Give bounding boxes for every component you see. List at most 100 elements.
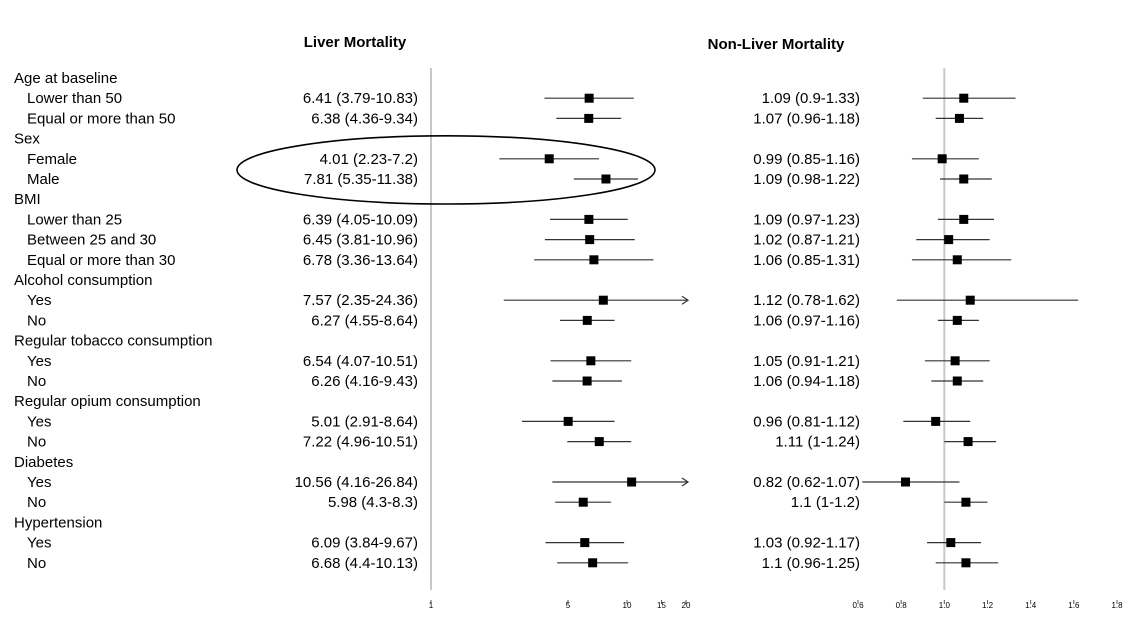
estimate-marker bbox=[952, 376, 962, 386]
liver-mortality-title: Liver Mortality bbox=[304, 34, 407, 51]
estimate-text: 1.06 (0.97-1.16) bbox=[753, 312, 860, 329]
estimate-text: 6.27 (4.55-8.64) bbox=[311, 312, 418, 329]
estimate-marker bbox=[959, 214, 969, 224]
estimate-marker bbox=[952, 315, 962, 325]
estimate-marker bbox=[582, 376, 592, 386]
group-label: Regular opium consumption bbox=[14, 393, 201, 410]
axis-tick-label: 1.2 bbox=[982, 601, 994, 610]
estimate-text: 0.82 (0.62-1.07) bbox=[753, 474, 860, 491]
row-label: Between 25 and 30 bbox=[27, 232, 156, 249]
estimate-marker bbox=[585, 235, 595, 245]
group-label: Hypertension bbox=[14, 514, 102, 531]
row-label: Female bbox=[27, 151, 77, 168]
estimate-marker bbox=[944, 235, 954, 245]
estimate-text: 10.56 (4.16-26.84) bbox=[295, 474, 418, 491]
row-label: No bbox=[27, 494, 46, 511]
estimate-marker bbox=[965, 295, 975, 305]
estimate-text: 1.05 (0.91-1.21) bbox=[753, 353, 860, 370]
estimate-text: 1.09 (0.97-1.23) bbox=[753, 211, 860, 228]
estimate-marker bbox=[586, 356, 596, 366]
estimate-marker bbox=[584, 93, 594, 103]
row-label: Lower than 50 bbox=[27, 90, 122, 107]
row-label: Male bbox=[27, 171, 60, 188]
estimate-text: 6.78 (3.36-13.64) bbox=[303, 252, 418, 269]
estimate-text: 1.09 (0.9-1.33) bbox=[762, 90, 860, 107]
estimate-text: 4.01 (2.23-7.2) bbox=[320, 151, 418, 168]
estimate-marker bbox=[598, 295, 608, 305]
estimate-marker bbox=[601, 174, 611, 184]
estimate-marker bbox=[959, 93, 969, 103]
estimate-text: 6.54 (4.07-10.51) bbox=[303, 353, 418, 370]
axis-tick-label: 0.8 bbox=[896, 601, 908, 610]
estimate-text: 0.96 (0.81-1.12) bbox=[753, 413, 860, 430]
ci-arrow bbox=[681, 477, 690, 487]
estimate-marker bbox=[963, 437, 973, 447]
estimate-text: 6.45 (3.81-10.96) bbox=[303, 232, 418, 249]
estimate-text: 0.99 (0.85-1.16) bbox=[753, 151, 860, 168]
axis-tick-label: 5 bbox=[566, 601, 571, 610]
estimate-marker bbox=[544, 154, 554, 164]
row-label: Equal or more than 30 bbox=[27, 252, 175, 269]
estimate-marker bbox=[580, 538, 590, 548]
estimate-text: 1.1 (0.96-1.25) bbox=[762, 555, 860, 572]
estimate-text: 1.07 (0.96-1.18) bbox=[753, 110, 860, 127]
axis-tick-label: 1 bbox=[429, 601, 434, 610]
estimate-marker bbox=[582, 315, 592, 325]
estimate-marker bbox=[588, 558, 598, 568]
row-label: Equal or more than 50 bbox=[27, 110, 175, 127]
estimate-text: 1.11 (1-1.24) bbox=[775, 434, 860, 451]
group-label: Regular tobacco consumption bbox=[14, 333, 212, 350]
estimate-marker bbox=[584, 113, 594, 123]
row-label: No bbox=[27, 312, 46, 329]
estimate-text: 5.01 (2.91-8.64) bbox=[311, 413, 418, 430]
estimate-marker bbox=[931, 416, 941, 426]
axis-tick-label: 20 bbox=[682, 601, 691, 610]
estimate-text: 6.09 (3.84-9.67) bbox=[311, 535, 418, 552]
row-label: No bbox=[27, 434, 46, 451]
row-label: Yes bbox=[27, 353, 51, 370]
estimate-text: 7.81 (5.35-11.38) bbox=[304, 171, 418, 188]
ci-arrow bbox=[681, 295, 690, 305]
estimate-text: 6.39 (4.05-10.09) bbox=[303, 211, 418, 228]
row-label: Yes bbox=[27, 292, 51, 309]
estimate-text: 6.26 (4.16-9.43) bbox=[311, 373, 418, 390]
axis-tick-label: 1.8 bbox=[1111, 601, 1123, 610]
group-label: Diabetes bbox=[14, 454, 73, 471]
estimate-marker bbox=[594, 437, 604, 447]
estimate-marker bbox=[950, 356, 960, 366]
estimate-text: 6.41 (3.79-10.83) bbox=[303, 90, 418, 107]
highlight-ellipse bbox=[236, 134, 656, 205]
axis-tick-label: 0.6 bbox=[852, 601, 864, 610]
group-label: Alcohol consumption bbox=[14, 272, 152, 289]
group-label: BMI bbox=[14, 191, 41, 208]
estimate-text: 1.12 (0.78-1.62) bbox=[753, 292, 860, 309]
estimate-marker bbox=[584, 214, 594, 224]
estimate-text: 1.1 (1-1.2) bbox=[791, 494, 860, 511]
row-label: No bbox=[27, 373, 46, 390]
row-label: No bbox=[27, 555, 46, 572]
estimate-marker bbox=[946, 538, 956, 548]
estimate-marker bbox=[589, 255, 599, 265]
estimate-text: 6.68 (4.4-10.13) bbox=[311, 555, 418, 572]
row-label: Yes bbox=[27, 535, 51, 552]
row-label: Yes bbox=[27, 413, 51, 430]
axis-tick-label: 1.6 bbox=[1068, 601, 1080, 610]
group-label: Sex bbox=[14, 131, 40, 148]
axis-tick-label: 15 bbox=[657, 601, 666, 610]
estimate-text: 7.22 (4.96-10.51) bbox=[303, 434, 418, 451]
estimate-marker bbox=[954, 113, 964, 123]
estimate-text: 5.98 (4.3-8.3) bbox=[328, 494, 418, 511]
estimate-text: 1.09 (0.98-1.22) bbox=[753, 171, 860, 188]
estimate-text: 7.57 (2.35-24.36) bbox=[303, 292, 418, 309]
estimate-marker bbox=[627, 477, 637, 487]
axis-tick-label: 1.0 bbox=[939, 601, 951, 610]
plot-layer: Age at baseline Lower than 50 Equal or mor… bbox=[14, 68, 1123, 610]
estimate-text: 1.06 (0.94-1.18) bbox=[753, 373, 860, 390]
estimate-marker bbox=[563, 416, 573, 426]
axis-tick-label: 1.4 bbox=[1025, 601, 1037, 610]
row-label: Lower than 25 bbox=[27, 211, 122, 228]
estimate-marker bbox=[961, 558, 971, 568]
estimate-marker bbox=[952, 255, 962, 265]
estimate-text: 1.02 (0.87-1.21) bbox=[753, 232, 860, 249]
